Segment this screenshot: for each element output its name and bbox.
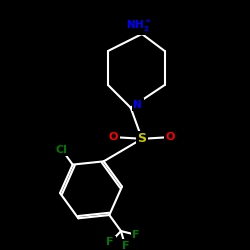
Text: S: S	[138, 132, 146, 145]
Text: F: F	[132, 230, 140, 240]
Text: F: F	[122, 241, 129, 250]
Text: $\mathdefault{NH_2^+}$: $\mathdefault{NH_2^+}$	[126, 18, 152, 34]
Text: O: O	[109, 132, 118, 142]
Text: Cl: Cl	[56, 145, 68, 155]
Text: F: F	[106, 237, 114, 247]
Text: O: O	[166, 132, 175, 142]
Text: N: N	[133, 100, 142, 110]
